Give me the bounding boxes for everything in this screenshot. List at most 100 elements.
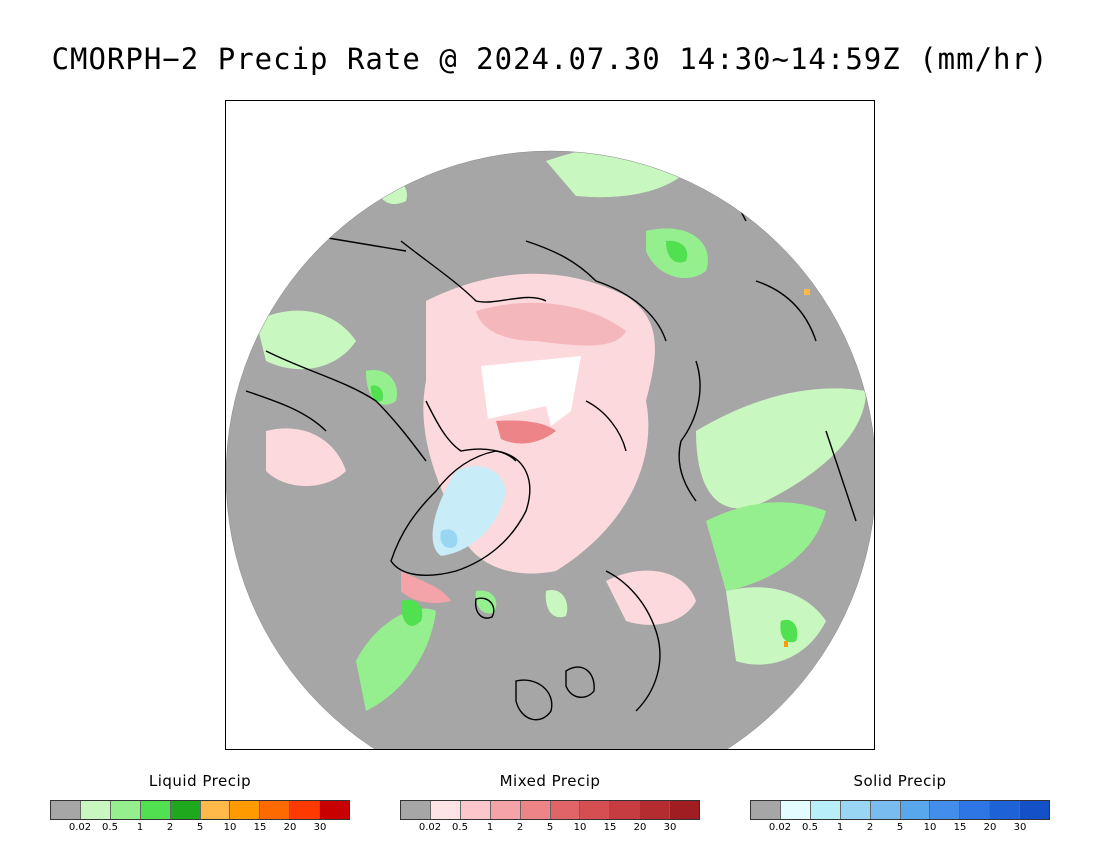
legend-tick-label: 5 bbox=[546, 822, 554, 833]
coastline bbox=[678, 360, 701, 502]
legend-tick-label: 0.5 bbox=[802, 822, 818, 833]
legend-tick-label: 0.02 bbox=[768, 822, 792, 833]
legend-swatch bbox=[780, 801, 811, 819]
legend-title: Solid Precip bbox=[853, 772, 947, 790]
legend-mixed-precip: Mixed Precip 0.02 0.5 1 2 5 10 15 20 30 bbox=[400, 772, 700, 836]
mixed-precip-region bbox=[606, 570, 696, 625]
legend-swatch bbox=[751, 801, 781, 819]
legend-swatch bbox=[230, 801, 261, 819]
legend-tick-label: 20 bbox=[633, 822, 647, 833]
legend-swatch bbox=[80, 801, 111, 819]
legend-tick-label: 30 bbox=[1013, 822, 1027, 833]
legend-swatch bbox=[670, 801, 700, 819]
coastline bbox=[265, 350, 427, 462]
no-data-region bbox=[481, 356, 581, 426]
legend-swatch bbox=[640, 801, 671, 819]
coastline bbox=[825, 430, 857, 522]
legend-swatch bbox=[460, 801, 491, 819]
liquid-precip-region bbox=[401, 599, 423, 626]
disk-edge bbox=[226, 150, 874, 749]
coastline bbox=[400, 240, 547, 303]
legend-swatch bbox=[490, 801, 521, 819]
legend-tick-label: 30 bbox=[313, 822, 327, 833]
legend-swatch bbox=[1020, 801, 1050, 819]
liquid-precip-region bbox=[726, 587, 826, 665]
legend-swatch bbox=[110, 801, 141, 819]
legend-swatch bbox=[810, 801, 841, 819]
legend-swatch bbox=[840, 801, 871, 819]
legend-solid-precip: Solid Precip 0.02 0.5 1 2 5 10 15 20 30 bbox=[750, 772, 1050, 836]
legend-tick-label: 20 bbox=[283, 822, 297, 833]
liquid-precip-region bbox=[370, 385, 384, 402]
liquid-precip-region bbox=[780, 619, 798, 643]
liquid-precip-region bbox=[666, 240, 688, 263]
legend-title: Liquid Precip bbox=[148, 772, 252, 790]
legend-tick-label: 2 bbox=[866, 822, 874, 833]
liquid-precip-region bbox=[696, 388, 866, 509]
legend-tick-label: 10 bbox=[923, 822, 937, 833]
legend-tick-label: 10 bbox=[573, 822, 587, 833]
mixed-precip-region bbox=[266, 428, 346, 486]
legend-swatch bbox=[320, 801, 350, 819]
legend-ticks: 0.02 0.5 1 2 5 10 15 20 30 bbox=[50, 822, 350, 836]
legend-swatch bbox=[960, 801, 991, 819]
legend-swatch bbox=[520, 801, 551, 819]
legend-tick-label: 0.5 bbox=[102, 822, 118, 833]
legend-liquid-precip: Liquid Precip 0.02 0.5 1 2 5 10 15 20 30 bbox=[50, 772, 350, 836]
legend-swatch bbox=[930, 801, 961, 819]
coastline bbox=[605, 570, 661, 712]
coastline bbox=[475, 597, 495, 619]
mixed-precip-region bbox=[476, 302, 626, 346]
polar-map bbox=[225, 100, 875, 750]
liquid-precip-region bbox=[804, 289, 810, 295]
legend-tick-label: 1 bbox=[136, 822, 144, 833]
legend-title: Mixed Precip bbox=[499, 772, 601, 790]
legend-tick-label: 5 bbox=[196, 822, 204, 833]
coastline bbox=[585, 400, 627, 452]
map-title: CMORPH−2 Precip Rate @ 2024.07.30 14:30~… bbox=[51, 42, 1049, 76]
coastline bbox=[565, 666, 595, 698]
solid-precip-region bbox=[440, 529, 458, 548]
legend-colorbar bbox=[400, 800, 700, 820]
coastline bbox=[755, 280, 817, 342]
legend-tick-label: 15 bbox=[253, 822, 267, 833]
legend-tick-label: 2 bbox=[516, 822, 524, 833]
liquid-precip-region bbox=[256, 310, 356, 370]
legend-tick-label: 1 bbox=[486, 822, 494, 833]
legend-ticks: 0.02 0.5 1 2 5 10 15 20 30 bbox=[400, 822, 700, 836]
coastline bbox=[515, 679, 553, 721]
legend-swatch bbox=[550, 801, 581, 819]
polar-map-canvas bbox=[226, 101, 874, 749]
legend-swatch bbox=[260, 801, 291, 819]
legend-tick-label: 15 bbox=[953, 822, 967, 833]
legend-tick-label: 10 bbox=[223, 822, 237, 833]
legend-tick-label: 2 bbox=[166, 822, 174, 833]
liquid-precip-region bbox=[706, 502, 826, 591]
legend-tick-label: 15 bbox=[603, 822, 617, 833]
coastline bbox=[525, 240, 667, 342]
legend-swatch bbox=[51, 801, 81, 819]
legend-swatch bbox=[990, 801, 1021, 819]
liquid-precip-region bbox=[356, 608, 436, 711]
legend-colorbar bbox=[50, 800, 350, 820]
legend-colorbar bbox=[750, 800, 1050, 820]
legend-swatch bbox=[430, 801, 461, 819]
legend-tick-label: 1 bbox=[836, 822, 844, 833]
legend-swatch bbox=[401, 801, 431, 819]
legend-swatch bbox=[200, 801, 231, 819]
legend-tick-label: 5 bbox=[896, 822, 904, 833]
liquid-precip-region bbox=[784, 641, 788, 647]
legend-tick-label: 0.02 bbox=[68, 822, 92, 833]
legend-tick-label: 20 bbox=[983, 822, 997, 833]
legend-tick-label: 0.5 bbox=[452, 822, 468, 833]
legend-swatch bbox=[580, 801, 611, 819]
coastline bbox=[245, 390, 327, 432]
legend-swatch bbox=[140, 801, 171, 819]
legend-swatch bbox=[870, 801, 901, 819]
liquid-precip-region bbox=[545, 590, 568, 618]
legend-swatch bbox=[290, 801, 321, 819]
mixed-precip-region bbox=[496, 420, 556, 444]
legend-tick-label: 0.02 bbox=[418, 822, 442, 833]
legend-swatch bbox=[900, 801, 931, 819]
legend-ticks: 0.02 0.5 1 2 5 10 15 20 30 bbox=[750, 822, 1050, 836]
